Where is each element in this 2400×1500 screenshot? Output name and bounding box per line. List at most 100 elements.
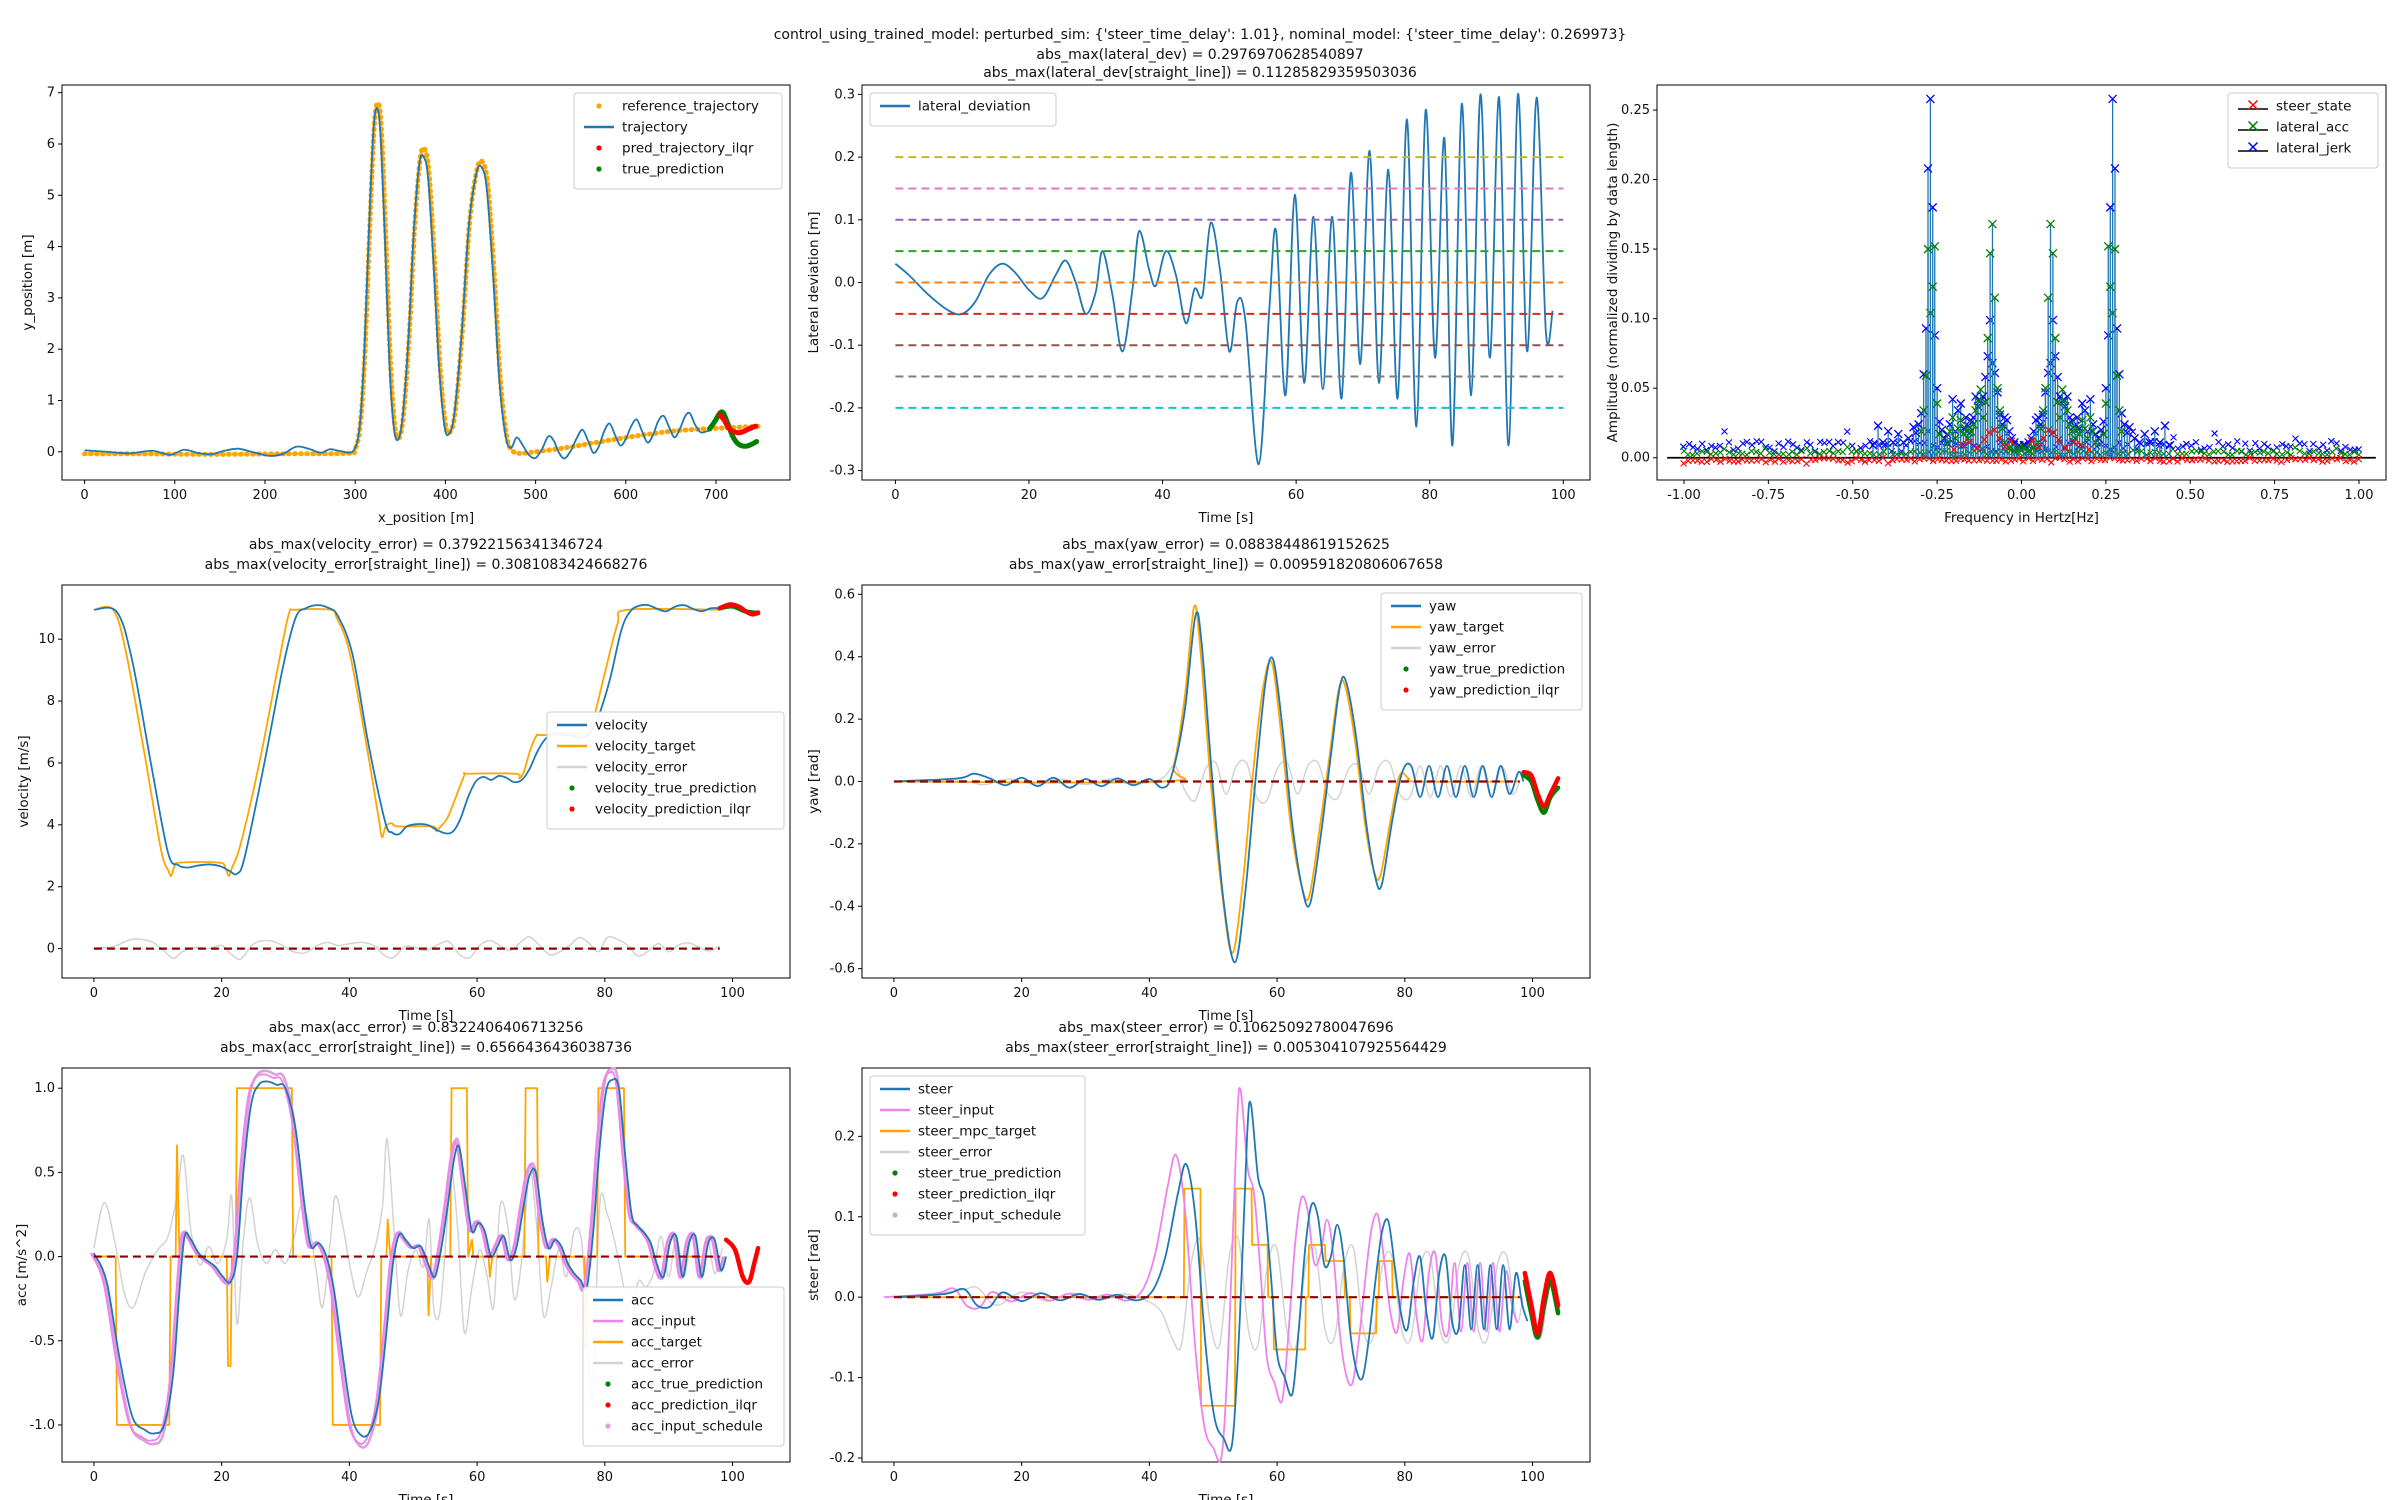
legend-entry-velocity_error: velocity_error [557,760,688,776]
svg-text:60: 60 [1269,1470,1286,1485]
legend-entry-trajectory: trajectory [584,120,688,136]
svg-text:0: 0 [891,488,899,503]
svg-text:velocity_true_prediction: velocity_true_prediction [595,781,757,797]
legend-entry-yaw_prediction_ilqr: yaw_prediction_ilqr [1403,683,1560,699]
stems-lateral_jerk [1868,94,2175,458]
suptitle-line-2: abs_max(lateral_dev) = 0.297697062854089… [1036,47,1364,63]
y-axis-label: acc [m/s^2] [14,1224,30,1307]
y-axis-label: Lateral deviation [m] [806,212,822,354]
legend-entry-acc_input_schedule: acc_input_schedule [605,1419,763,1435]
legend-entry-yaw: yaw [1391,599,1456,615]
svg-text:0.00: 0.00 [2007,488,2036,503]
legend-entry-acc: acc [593,1293,654,1309]
svg-text:abs_max(velocity_error[straigh: abs_max(velocity_error[straight_line]) =… [205,557,648,573]
legend-entry-steer: steer [880,1082,953,1098]
svg-text:lateral_jerk: lateral_jerk [2276,141,2352,157]
svg-text:100: 100 [1520,1470,1545,1485]
svg-text:yaw_error: yaw_error [1429,641,1496,657]
svg-text:velocity: velocity [595,718,648,734]
svg-text:60: 60 [469,986,486,1001]
svg-text:acc_input: acc_input [631,1314,696,1330]
axis-ticks: 0 100 200 300 400 500 600 700 0 1 2 3 4 5 6 7 [47,86,729,503]
svg-text:0.2: 0.2 [834,150,855,165]
legend-entry-steer_prediction_ilqr: steer_prediction_ilqr [892,1187,1056,1203]
svg-text:abs_max(yaw_error) = 0.0883844: abs_max(yaw_error) = 0.08838448619152625 [1062,537,1390,553]
axis-ticks: 0 20 40 60 80 100 -0.2 -0.1 0.0 0.1 0.2 [830,1129,1545,1485]
svg-text:velocity_prediction_ilqr: velocity_prediction_ilqr [595,802,751,818]
svg-text:pred_trajectory_ilqr: pred_trajectory_ilqr [622,141,754,157]
svg-text:0.25: 0.25 [1621,103,1650,118]
chart-title: abs_max(acc_error) = 0.8322406406713256 a… [220,1020,632,1056]
svg-text:-0.1: -0.1 [830,1371,855,1386]
series-acc_prediction_ilqr [723,1237,761,1285]
svg-text:0.05: 0.05 [1621,381,1650,396]
axis-ticks: 0 20 40 60 80 100 -1.0 -0.5 0.0 0.5 1.0 [30,1081,745,1485]
legend: velocity velocity_target velocity_errorvel… [546,711,785,830]
svg-text:4: 4 [47,240,55,255]
markers-steer_state [1950,426,2093,454]
x-axis-label: Time [s] [1198,1492,1254,1500]
svg-text:20: 20 [1021,488,1038,503]
x-axis-label: Time [s] [1198,510,1254,526]
y-axis-label: y_position [m] [20,234,36,330]
svg-text:steer_mpc_target: steer_mpc_target [918,1124,1036,1140]
series-yaw [893,611,1525,964]
svg-text:80: 80 [1397,1470,1414,1485]
x-axis-label: Frequency in Hertz[Hz] [1944,510,2099,526]
series-velocity_prediction_ilqr [717,602,761,617]
legend-entry-acc_true_prediction: acc_true_prediction [605,1377,763,1393]
svg-text:abs_max(steer_error[straight_l: abs_max(steer_error[straight_line]) = 0.… [1005,1040,1447,1056]
svg-text:-0.25: -0.25 [1920,488,1954,503]
series-steer_prediction_ilqr [1522,1270,1561,1336]
chart-yaw: abs_max(yaw_error) = 0.08838448619152625… [800,535,1606,1034]
chart-title: abs_max(yaw_error) = 0.08838448619152625… [1009,537,1443,573]
svg-text:80: 80 [597,1470,614,1485]
svg-text:0: 0 [90,1470,98,1485]
legend: yaw yaw_target yaw_error yaw_true_predictio… [1380,592,1583,711]
stem-plot [1667,94,2376,468]
svg-text:40: 40 [1141,986,1158,1001]
svg-text:300: 300 [343,488,368,503]
svg-text:6: 6 [47,756,55,771]
legend-entry-velocity_true_prediction: velocity_true_prediction [569,781,757,797]
svg-text:-0.50: -0.50 [1836,488,1870,503]
legend-entry-acc_input: acc_input [593,1314,696,1330]
axis-ticks: 0 20 40 60 80 100 -0.3 -0.2 -0.1 0.0 0.1 0.2 0.3 [830,87,1576,503]
svg-text:0.75: 0.75 [2260,488,2289,503]
y-axis-label: velocity [m/s] [16,735,32,827]
svg-text:0.25: 0.25 [2091,488,2120,503]
y-axis-label: Amplitude (normalized dividing by data l… [1605,123,1621,443]
svg-text:lateral_deviation: lateral_deviation [918,99,1031,115]
svg-text:200: 200 [253,488,278,503]
legend: steer_state lateral_acc lateral_jerk [2227,92,2379,169]
legend-entry-velocity: velocity [557,718,648,734]
svg-text:60: 60 [1269,986,1286,1001]
svg-text:yaw: yaw [1429,599,1456,615]
svg-text:steer_error: steer_error [918,1145,992,1161]
legend-entry-steer_input: steer_input [880,1103,994,1119]
svg-text:-0.2: -0.2 [830,837,855,852]
chart-title: abs_max(velocity_error) = 0.379221563413… [205,537,648,573]
series-velocity_error [93,935,721,961]
svg-text:-0.3: -0.3 [830,464,855,479]
legend-entry-lateral_deviation: lateral_deviation [880,99,1031,115]
svg-text:acc_target: acc_target [631,1335,702,1351]
svg-text:20: 20 [213,1470,230,1485]
axes-frame [61,584,791,979]
svg-text:0.3: 0.3 [834,87,855,102]
svg-text:2: 2 [47,342,55,357]
legend-entry-yaw_true_prediction: yaw_true_prediction [1403,662,1565,678]
svg-text:0.1: 0.1 [834,213,855,228]
svg-text:steer_prediction_ilqr: steer_prediction_ilqr [918,1187,1056,1203]
svg-text:-0.75: -0.75 [1752,488,1786,503]
svg-text:1.00: 1.00 [2345,488,2374,503]
svg-text:40: 40 [341,986,358,1001]
svg-text:0: 0 [890,1470,898,1485]
axis-ticks: 0 20 40 60 80 100 -0.6 -0.4 -0.2 0.0 0.2 0.4 0.6 [830,587,1545,1001]
chart-velocity: abs_max(velocity_error) = 0.379221563413… [0,535,806,1034]
legend-entry-true_prediction: true_prediction [596,162,724,178]
svg-text:0.00: 0.00 [1621,451,1650,466]
svg-text:yaw_true_prediction: yaw_true_prediction [1429,662,1565,678]
svg-text:40: 40 [341,1470,358,1485]
svg-text:0.6: 0.6 [834,587,855,602]
